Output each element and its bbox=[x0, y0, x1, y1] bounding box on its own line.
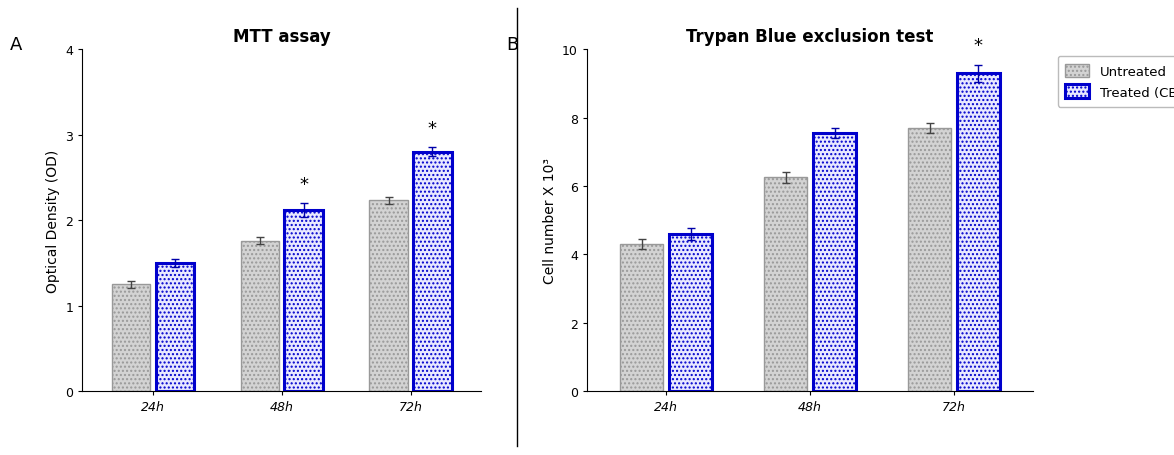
Bar bbox=[957, 74, 1000, 391]
Text: A: A bbox=[11, 36, 22, 54]
Text: *: * bbox=[427, 120, 437, 138]
Text: *: * bbox=[974, 37, 983, 55]
Bar bbox=[112, 285, 150, 391]
Bar bbox=[413, 152, 452, 391]
Bar bbox=[370, 201, 407, 391]
Title: MTT assay: MTT assay bbox=[232, 28, 331, 46]
Bar bbox=[812, 134, 856, 391]
Y-axis label: Optical Density (OD): Optical Density (OD) bbox=[46, 149, 60, 292]
Text: B: B bbox=[507, 36, 519, 54]
Bar bbox=[284, 210, 323, 391]
Y-axis label: Cell number X 10³: Cell number X 10³ bbox=[542, 158, 556, 283]
Legend: Untreated, Treated (CBD+MOR): Untreated, Treated (CBD+MOR) bbox=[1058, 56, 1174, 107]
Bar bbox=[764, 178, 808, 391]
Bar bbox=[620, 244, 663, 391]
Bar bbox=[241, 241, 279, 391]
Bar bbox=[156, 263, 194, 391]
Title: Trypan Blue exclusion test: Trypan Blue exclusion test bbox=[687, 28, 933, 46]
Bar bbox=[908, 128, 951, 391]
Bar bbox=[669, 234, 713, 391]
Text: *: * bbox=[299, 176, 308, 193]
